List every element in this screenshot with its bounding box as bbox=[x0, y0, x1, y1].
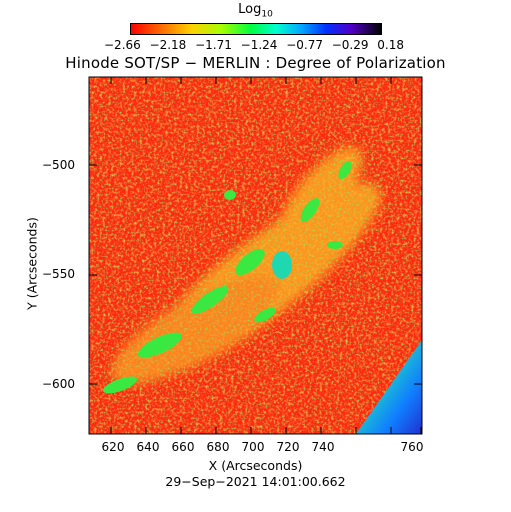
colorbar-tick: −0.77 bbox=[286, 38, 323, 52]
plot-title: Hinode SOT/SP − MERLIN : Degree of Polar… bbox=[65, 54, 446, 72]
colorbar-tick: 0.18 bbox=[377, 38, 404, 52]
colorbar-tick: −1.24 bbox=[240, 38, 278, 52]
axis-ticks bbox=[89, 77, 422, 434]
plot-frame bbox=[88, 76, 423, 435]
y-axis-label: Y (Arcseconds) bbox=[24, 217, 40, 310]
map-image bbox=[89, 77, 422, 434]
colorbar-tick: −1.71 bbox=[195, 38, 232, 52]
green-patches bbox=[102, 160, 352, 394]
x-tick-label: 740 bbox=[311, 440, 335, 454]
data-gap-corner bbox=[356, 340, 422, 434]
y-tick-label: −500 bbox=[42, 158, 75, 172]
x-tick-label: 620 bbox=[101, 440, 125, 454]
x-tick-label: 680 bbox=[206, 440, 230, 454]
x-tick-label: 640 bbox=[136, 440, 160, 454]
colorbar-tick: −2.66 bbox=[104, 38, 141, 52]
x-tick-label: 660 bbox=[171, 440, 195, 454]
x-tick-label: 700 bbox=[241, 440, 265, 454]
colorbar-tick-labels: −2.66 −2.18 −1.71 −1.24 −0.77 −0.29 0.18 bbox=[104, 38, 404, 52]
x-axis-label: X (Arcseconds) bbox=[208, 458, 303, 473]
colorbar bbox=[130, 23, 382, 35]
colorbar-tick: −2.18 bbox=[149, 38, 187, 52]
colorbar-label: Log10 bbox=[238, 2, 273, 20]
x-tick-label: 760 bbox=[400, 440, 424, 454]
colorbar-tick: −0.29 bbox=[331, 38, 369, 52]
observation-timestamp: 29−Sep−2021 14:01:00.662 bbox=[165, 474, 346, 489]
y-tick-label: −600 bbox=[42, 377, 75, 391]
y-tick-label: −550 bbox=[42, 267, 75, 281]
x-tick-label: 720 bbox=[276, 440, 300, 454]
